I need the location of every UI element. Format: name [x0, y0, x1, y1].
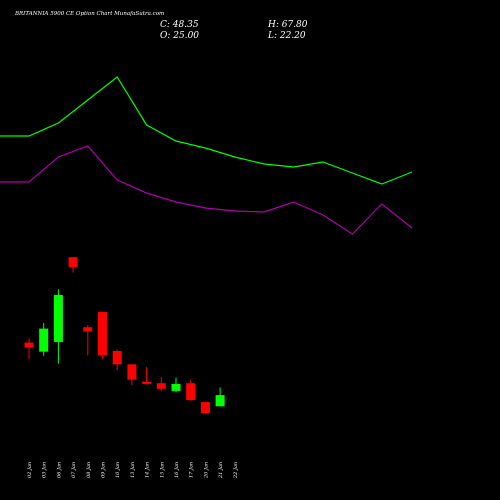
x-tick-label: 09 Jan	[101, 462, 107, 478]
x-tick-label: 03 Jan	[42, 462, 48, 478]
open-label: O: 25.00	[160, 31, 199, 41]
candle-body	[68, 257, 78, 267]
candle-body	[24, 342, 34, 348]
candle-body	[98, 311, 107, 356]
candle-body	[186, 383, 196, 400]
candle-body	[171, 383, 181, 391]
lower-line	[0, 145, 413, 235]
candles	[24, 257, 225, 414]
x-tick-label: 06 Jan	[56, 462, 62, 478]
x-tick-label: 15 Jan	[159, 462, 165, 478]
candle-body	[112, 351, 122, 365]
x-tick-label: 20 Jan	[203, 462, 209, 479]
candle-body	[83, 327, 93, 332]
indicator-lines	[0, 76, 413, 235]
high-label: H: 67.80	[267, 20, 308, 30]
candle-body	[127, 364, 137, 380]
x-tick-label: 07 Jan	[71, 462, 77, 478]
candle-body	[53, 295, 63, 342]
x-axis-ticks: 02 Jan 03 Jan 06 Jan 07 Jan 08 Jan 09 Jan 10 J…	[27, 462, 239, 479]
low-label: L: 22.20	[267, 31, 306, 41]
close-label: C: 48.35	[160, 20, 199, 30]
candle-body	[200, 402, 210, 414]
candle-body	[215, 395, 225, 407]
x-tick-label: 22 Jan	[233, 462, 239, 479]
candle-body	[156, 383, 166, 389]
x-tick-label: 14 Jan	[145, 462, 151, 478]
upper-line	[0, 76, 413, 185]
x-tick-label: 02 Jan	[27, 462, 33, 478]
x-tick-label: 13 Jan	[130, 462, 136, 478]
candle-body	[142, 381, 152, 384]
x-tick-label: 21 Jan	[218, 462, 224, 479]
x-tick-label: 10 Jan	[115, 462, 121, 478]
candle-body	[39, 328, 49, 352]
x-tick-label: 17 Jan	[189, 462, 195, 478]
x-tick-label: 08 Jan	[86, 462, 92, 478]
x-tick-label: 16 Jan	[174, 462, 180, 478]
chart-title: BRITANNIA 5900 CE Option Chart MunafaSut…	[14, 11, 164, 17]
